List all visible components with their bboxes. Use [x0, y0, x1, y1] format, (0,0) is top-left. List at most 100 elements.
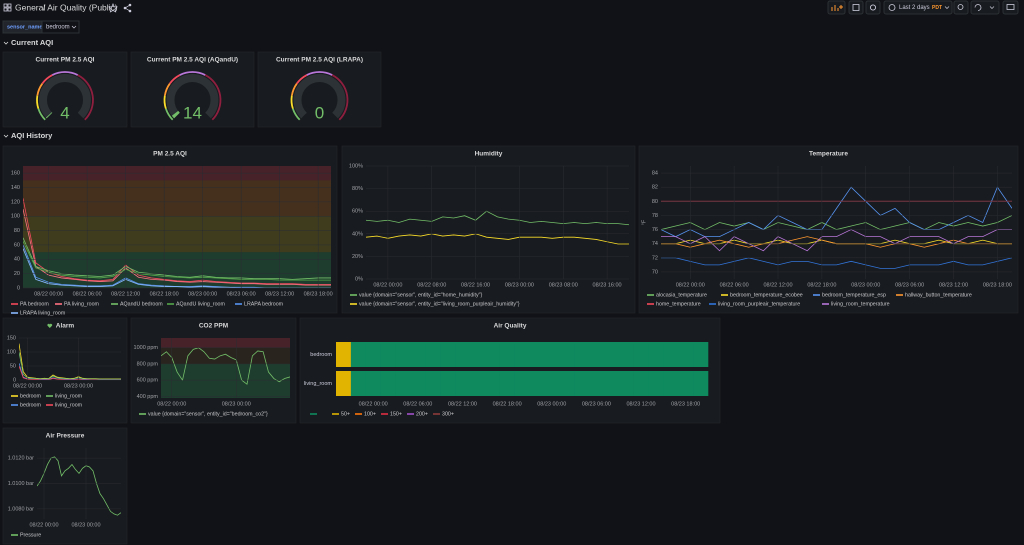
grid-icon[interactable] — [3, 3, 12, 12]
threshold-arc — [51, 71, 79, 76]
row-caret[interactable] — [3, 134, 9, 138]
state-cell — [678, 342, 694, 367]
y-tick-label: 70 — [652, 269, 658, 275]
heart-icon — [47, 323, 53, 328]
x-tick-label: 08/23 00:00 — [505, 282, 534, 288]
x-tick-label: 08/22 00:00 — [373, 282, 402, 288]
gauge-track — [166, 74, 219, 119]
state-cell — [618, 371, 634, 396]
save-button[interactable] — [848, 0, 864, 15]
share-icon[interactable] — [123, 3, 132, 13]
legend-label: bedroom — [20, 402, 41, 408]
y-tick-label: 84 — [652, 171, 658, 177]
legend-label: AQandU living_room — [176, 301, 225, 307]
y-tick-label: 100 — [11, 214, 20, 220]
y-tick-label: 150 — [7, 335, 16, 341]
y-tick-label: 0 — [13, 377, 16, 383]
y-tick-label: 0% — [355, 276, 363, 282]
legend-label: living_room — [55, 402, 83, 408]
panel-title: Current PM 2.5 AQI — [36, 57, 95, 64]
y-tick-label: 100 — [7, 349, 16, 355]
state-cell — [603, 342, 620, 367]
x-tick-label: 08/22 12:00 — [448, 401, 477, 407]
state-cell — [380, 371, 396, 396]
breadcrumb-root[interactable]: General — [15, 2, 45, 12]
row-title[interactable]: Current AQI — [11, 38, 53, 47]
gauge-value: 4 — [60, 103, 69, 122]
state-cell — [484, 371, 500, 396]
state-cell — [484, 342, 500, 367]
row-caret[interactable] — [3, 41, 9, 45]
x-tick-label: 08/23 00:00 — [537, 401, 566, 407]
threshold-arc — [77, 74, 94, 121]
y-tick-label: 76 — [652, 227, 658, 233]
state-cell — [365, 342, 381, 367]
legend-label: LRAPA bedroom — [244, 301, 284, 307]
legend-label: PA bedroom — [20, 301, 49, 307]
legend-label: value {domain="sensor", entity_id="home_… — [359, 292, 482, 298]
x-tick-label: 08/23 18:00 — [671, 401, 700, 407]
x-tick-label: 08/22 00:00 — [29, 522, 58, 528]
x-tick-label: 08/23 00:00 — [222, 401, 251, 407]
y-tick-label: 78 — [652, 213, 658, 219]
x-tick-label: 08/22 00:00 — [157, 401, 186, 407]
gauge-value: 14 — [183, 103, 202, 122]
x-tick-label: 08/22 08:00 — [417, 282, 446, 288]
legend-label: value {domain="sensor", entity_id="livin… — [359, 301, 520, 307]
settings-button[interactable] — [865, 0, 881, 15]
star-icon[interactable] — [108, 2, 118, 13]
y-tick-label: 74 — [652, 241, 658, 247]
x-tick-label: 08/23 06:00 — [582, 401, 611, 407]
state-cell — [410, 342, 426, 367]
y-tick-label: 600 ppm — [137, 378, 159, 384]
state-cell — [693, 371, 709, 396]
x-tick-label: 08/22 00:00 — [676, 282, 705, 288]
x-tick-label: 08/23 18:00 — [983, 282, 1012, 288]
threshold-arc — [331, 74, 349, 121]
gauge-track — [293, 74, 346, 119]
threshold-arc — [296, 74, 308, 85]
threshold-arc — [292, 108, 301, 121]
panel-title: Humidity — [475, 151, 503, 158]
y-tick-label: 1.0120 bar — [8, 456, 34, 462]
threshold-arc — [36, 83, 44, 96]
add-panel-icon — [831, 5, 843, 11]
row-title[interactable]: AQI History — [11, 131, 53, 140]
series-line — [366, 210, 629, 226]
state-cell — [499, 371, 515, 396]
threshold-arc — [36, 95, 40, 109]
toolbar: Last 2 days PDT — [827, 0, 1019, 15]
threshold-band — [161, 347, 290, 364]
threshold-band — [161, 363, 290, 398]
zoom-out-button[interactable] — [953, 0, 969, 15]
state-cell — [336, 371, 352, 396]
gauge-value-arc — [45, 112, 53, 119]
state-cell — [603, 371, 620, 396]
threshold-band — [161, 338, 290, 348]
time-picker[interactable] — [883, 0, 953, 15]
x-tick-label: 08/22 18:00 — [807, 282, 836, 288]
x-tick-label: 08/22 00:00 — [13, 383, 42, 389]
state-cell — [693, 342, 709, 367]
tv-mode-button[interactable] — [1002, 0, 1019, 15]
x-tick-label: 08/22 18:00 — [150, 291, 179, 297]
panel-title: CO2 PPM — [199, 323, 228, 330]
x-tick-label: 08/22 12:00 — [763, 282, 792, 288]
state-cell — [574, 371, 590, 396]
series-line — [19, 365, 121, 380]
state-cell — [395, 342, 411, 367]
y-tick-label: 100% — [349, 163, 363, 169]
variable-select[interactable] — [41, 20, 80, 34]
threshold-arc — [41, 74, 53, 85]
x-tick-label: 08/22 16:00 — [461, 282, 490, 288]
row-label: bedroom — [310, 352, 332, 358]
plot-area — [23, 166, 331, 288]
y-tick-label: 1000 ppm — [134, 345, 159, 351]
dashboard-title[interactable]: / Air Quality (Public) — [43, 2, 118, 12]
x-tick-label: 08/23 12:00 — [939, 282, 968, 288]
panel-title: Alarm — [56, 323, 75, 330]
legend-label: 200+ — [416, 411, 428, 417]
x-tick-label: 08/23 18:00 — [304, 291, 333, 297]
panel — [2, 427, 128, 545]
